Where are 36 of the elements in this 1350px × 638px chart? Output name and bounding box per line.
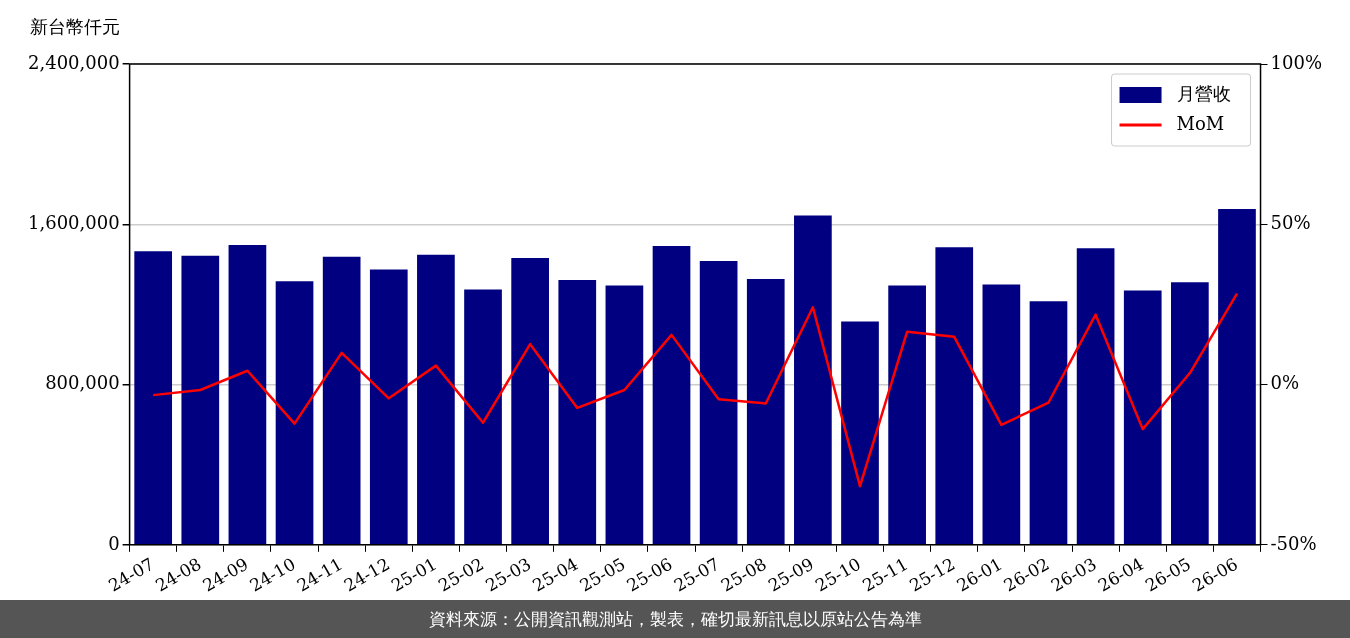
source-note: 資料來源：公開資訊觀測站，製表，確切最新訊息以原站公告為準 — [428, 607, 922, 631]
bar — [888, 285, 926, 545]
bar — [841, 321, 879, 545]
bar — [134, 251, 173, 545]
bar — [275, 281, 314, 545]
bar — [558, 279, 597, 545]
bar — [464, 289, 502, 545]
y2-tick-label: 100% — [1270, 51, 1323, 73]
bar — [417, 254, 455, 545]
y-tick-label: 0 — [108, 532, 120, 554]
bar — [935, 247, 974, 545]
bar — [181, 255, 220, 545]
legend-label: 月營收 — [1176, 82, 1231, 104]
bar — [322, 256, 361, 545]
y2-tick-label: 50% — [1270, 211, 1311, 233]
y-tick-label: 1,600,000 — [28, 211, 120, 233]
bar — [605, 285, 644, 545]
legend-label: MoM — [1176, 112, 1225, 134]
y-axis-title: 新台幣仟元 — [30, 15, 120, 37]
bar — [1171, 282, 1209, 545]
bar — [699, 260, 738, 545]
y-tick-label: 800,000 — [45, 372, 120, 394]
bar — [794, 215, 832, 545]
bar — [652, 246, 691, 545]
bar — [1123, 290, 1162, 545]
bar — [228, 245, 267, 545]
y2-tick-label: 0% — [1270, 372, 1300, 394]
bar — [511, 257, 549, 545]
bar — [982, 284, 1021, 545]
bar — [1076, 248, 1115, 545]
bar — [746, 278, 785, 545]
bar — [1029, 301, 1068, 545]
bar — [369, 269, 408, 545]
y-tick-label: 2,400,000 — [28, 51, 120, 73]
y2-tick-label: -50% — [1270, 532, 1317, 554]
bar — [1218, 209, 1256, 545]
